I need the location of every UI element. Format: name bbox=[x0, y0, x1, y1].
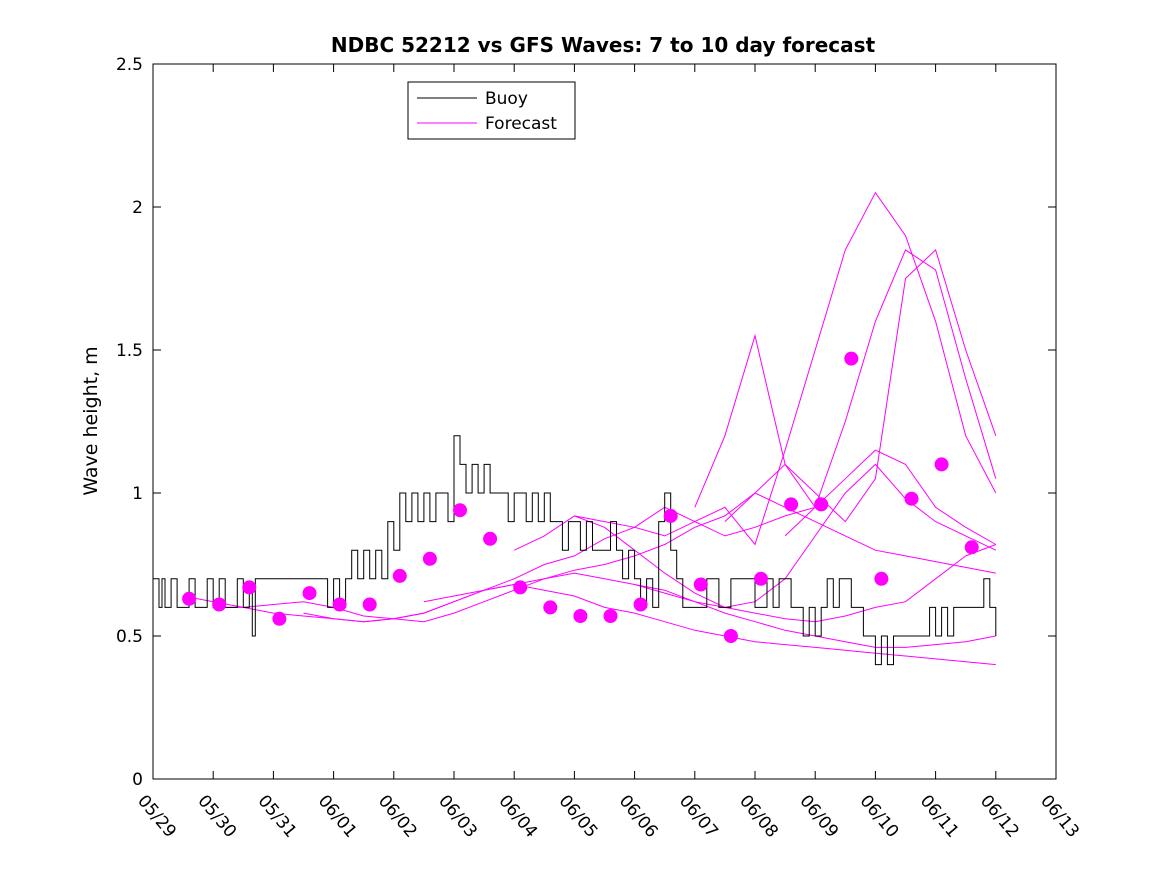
forecast-marker-23 bbox=[844, 351, 859, 366]
forecast-marker-24 bbox=[874, 571, 889, 586]
forecast-line-5 bbox=[513, 515, 996, 623]
forecast-marker-19 bbox=[723, 629, 738, 643]
buoy-line bbox=[153, 435, 997, 666]
forecast-marker-20 bbox=[754, 571, 768, 586]
x-tick-label: 05/30 bbox=[193, 791, 240, 841]
x-tick-label: 06/04 bbox=[494, 791, 541, 841]
x-axis: 05/29 05/30 05/31 06/01 06/02 06/03 06/04 06/05… bbox=[133, 64, 1083, 842]
x-tick-label: 06/03 bbox=[434, 791, 481, 841]
y-tick-label: 0 bbox=[132, 770, 143, 790]
x-tick-label: 06/02 bbox=[374, 791, 421, 841]
axes-box bbox=[152, 63, 1057, 780]
forecast-marker-3 bbox=[242, 580, 257, 595]
forecast-marker-6 bbox=[332, 597, 347, 612]
x-tick-label: 06/08 bbox=[735, 791, 782, 841]
x-tick-label: 06/13 bbox=[1036, 791, 1083, 841]
forecast-marker-22 bbox=[814, 497, 829, 512]
x-tick-label: 06/10 bbox=[856, 791, 903, 841]
forecast-line-9 bbox=[724, 248, 997, 523]
forecast-marker-9 bbox=[422, 551, 437, 566]
forecast-marker-11 bbox=[483, 531, 498, 546]
forecast-marker-27 bbox=[964, 540, 979, 555]
x-tick-label: 06/01 bbox=[314, 791, 361, 841]
forecast-marker-2 bbox=[212, 597, 227, 612]
x-tick-label: 06/11 bbox=[916, 791, 963, 841]
plot-lines bbox=[153, 191, 997, 666]
x-tick-label: 06/07 bbox=[675, 791, 722, 841]
plot-markers bbox=[182, 351, 979, 643]
forecast-marker-14 bbox=[573, 609, 588, 623]
y-tick-label: 0.5 bbox=[116, 627, 143, 647]
x-tick-label: 06/05 bbox=[555, 791, 602, 841]
forecast-marker-8 bbox=[392, 568, 407, 583]
forecast-marker-5 bbox=[302, 586, 317, 601]
forecast-marker-7 bbox=[362, 597, 377, 612]
forecast-line-8 bbox=[694, 249, 997, 509]
legend-forecast-label: Forecast bbox=[485, 114, 557, 134]
y-tick-label: 1.5 bbox=[116, 341, 143, 361]
forecast-marker-17 bbox=[663, 508, 678, 523]
y-axis-label: Wave height, m bbox=[80, 346, 102, 495]
legend: Buoy Forecast bbox=[407, 81, 576, 140]
y-tick-label: 2.5 bbox=[116, 55, 143, 75]
forecast-marker-10 bbox=[453, 503, 467, 518]
forecast-line-3 bbox=[303, 506, 816, 623]
chart-title: NDBC 52212 vs GFS Waves: 7 to 10 day for… bbox=[331, 33, 876, 57]
forecast-marker-21 bbox=[784, 497, 799, 512]
forecast-line-2 bbox=[213, 583, 996, 666]
forecast-marker-13 bbox=[543, 600, 558, 615]
forecast-line-7 bbox=[634, 463, 997, 608]
forecast-line-1 bbox=[183, 492, 996, 623]
forecast-marker-12 bbox=[513, 580, 528, 595]
forecast-marker-18 bbox=[693, 577, 708, 592]
forecast-line-10 bbox=[784, 449, 997, 545]
y-tick-label: 1 bbox=[132, 484, 143, 504]
x-tick-label: 05/29 bbox=[133, 791, 180, 841]
legend-buoy-label: Buoy bbox=[485, 89, 528, 109]
x-tick-label: 06/06 bbox=[615, 791, 662, 841]
legend-box bbox=[407, 81, 576, 140]
forecast-marker-1 bbox=[182, 591, 197, 606]
x-tick-label: 06/09 bbox=[795, 791, 842, 841]
y-tick-label: 2 bbox=[132, 198, 143, 218]
forecast-marker-4 bbox=[272, 611, 287, 626]
forecast-marker-16 bbox=[633, 597, 648, 612]
forecast-line-6 bbox=[574, 191, 997, 546]
forecast-marker-15 bbox=[603, 609, 618, 623]
x-tick-label: 06/12 bbox=[976, 791, 1023, 841]
y-axis: 0 0.5 1 1.5 2 2.5 bbox=[116, 55, 1056, 790]
x-tick-label: 05/31 bbox=[254, 791, 301, 841]
forecast-marker-25 bbox=[904, 491, 919, 506]
forecast-marker-26 bbox=[934, 457, 949, 472]
